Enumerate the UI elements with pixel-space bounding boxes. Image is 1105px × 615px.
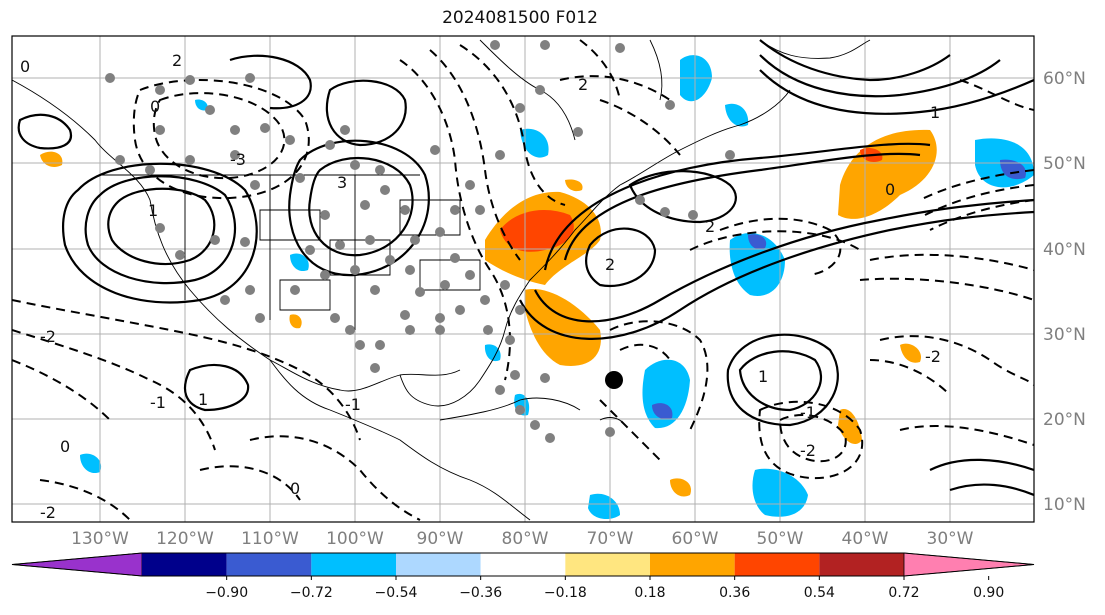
lon-label: 40°W <box>842 529 889 549</box>
colorbar-outline <box>11 552 1035 577</box>
colorbar-tick-label: 0.54 <box>804 585 835 601</box>
colorbar-tick-label: −0.36 <box>459 585 502 601</box>
colorbar: −0.90 −0.72 −0.54 −0.36 −0.18 0.18 0.36 0.54 0.7… <box>11 552 1035 601</box>
map-frame <box>11 35 1035 523</box>
lon-label: 30°W <box>927 529 974 549</box>
colorbar-tick-label: 0.72 <box>888 585 919 601</box>
colorbar-bin <box>819 553 904 576</box>
colorbar-bin <box>480 553 566 576</box>
contour-labels: 0 2 1 -3 3 0 -2 2 1 -1 0 2 -2 1 0 -1 0 -… <box>20 51 941 522</box>
colorbar-bin <box>311 553 396 576</box>
contour-label: 3 <box>337 173 347 192</box>
storm-center-marker <box>605 371 623 389</box>
negative-contours <box>12 39 1034 521</box>
colorbar-extend-low <box>11 552 143 577</box>
colorbar-bin <box>734 553 820 576</box>
colorbar-tick-label: −0.54 <box>375 585 418 601</box>
contour-label: -1 <box>150 393 166 412</box>
contour-label: 2 <box>172 51 182 70</box>
contour-label: -1 <box>800 403 816 422</box>
lon-label: 110°W <box>241 529 299 549</box>
contour-label: 2 <box>705 217 715 236</box>
contour-label: 1 <box>148 201 158 220</box>
contour-label: 0 <box>150 97 160 116</box>
contour-label: 2 <box>605 255 615 274</box>
coastlines <box>12 39 871 521</box>
colorbar-tick-label: −0.18 <box>544 585 587 601</box>
lon-label: 60°W <box>672 529 719 549</box>
contour-label: -2 <box>40 327 56 346</box>
contour-label: 0 <box>20 57 30 76</box>
contour-label: -2 <box>800 441 816 460</box>
contour-label: 1 <box>930 103 940 122</box>
map-plot-area: 0 2 1 -3 3 0 -2 2 1 -1 0 2 -2 1 0 -1 0 -… <box>12 36 1034 522</box>
lon-label: 50°W <box>757 529 804 549</box>
lat-label: 40°N <box>1043 240 1086 260</box>
colorbar-bin <box>226 553 312 576</box>
observation-markers <box>105 40 735 443</box>
lon-label: 100°W <box>326 529 384 549</box>
colorbar-bin <box>142 553 227 576</box>
lon-label: 90°W <box>417 529 464 549</box>
lat-label: 30°N <box>1043 325 1086 345</box>
positive-contours <box>17 39 1034 497</box>
colorbar-tick-label: 0.36 <box>719 585 750 601</box>
lat-label: 10°N <box>1043 495 1086 515</box>
colorbar-bin <box>396 553 481 576</box>
colorbar-tick-label: −0.90 <box>205 585 248 601</box>
lat-label: 20°N <box>1043 410 1086 430</box>
lon-label: 80°W <box>502 529 549 549</box>
contour-label: 0 <box>60 437 70 456</box>
contour-label: 1 <box>198 390 208 409</box>
contour-label: 1 <box>758 367 768 386</box>
lat-label: 50°N <box>1043 154 1086 174</box>
contour-label: -2 <box>40 503 56 522</box>
contour-label: 2 <box>578 75 588 94</box>
colorbar-bin <box>565 553 650 576</box>
colorbar-bin <box>650 553 735 576</box>
colorbar-tick-label: −0.72 <box>290 585 333 601</box>
lon-label: 130°W <box>71 529 129 549</box>
lat-label: 60°N <box>1043 69 1086 89</box>
contour-label: -3 <box>230 150 246 169</box>
contour-label: 0 <box>885 180 895 199</box>
colorbar-tick-label: 0.18 <box>634 585 665 601</box>
colorbar-extend-high <box>903 552 1035 577</box>
contour-label: 0 <box>290 479 300 498</box>
contour-label: -1 <box>345 395 361 414</box>
lon-label: 70°W <box>587 529 634 549</box>
contour-label: -2 <box>925 347 941 366</box>
graticule <box>12 36 1034 522</box>
latitude-labels: 60°N 50°N 40°N 30°N 20°N 10°N <box>1043 69 1086 515</box>
longitude-labels: 130°W 120°W 110°W 100°W 90°W 80°W 70°W 6… <box>71 529 974 549</box>
map-title: 2024081500 F012 <box>442 8 598 28</box>
colorbar-tick-label: 0.90 <box>973 585 1004 601</box>
lon-label: 120°W <box>156 529 214 549</box>
